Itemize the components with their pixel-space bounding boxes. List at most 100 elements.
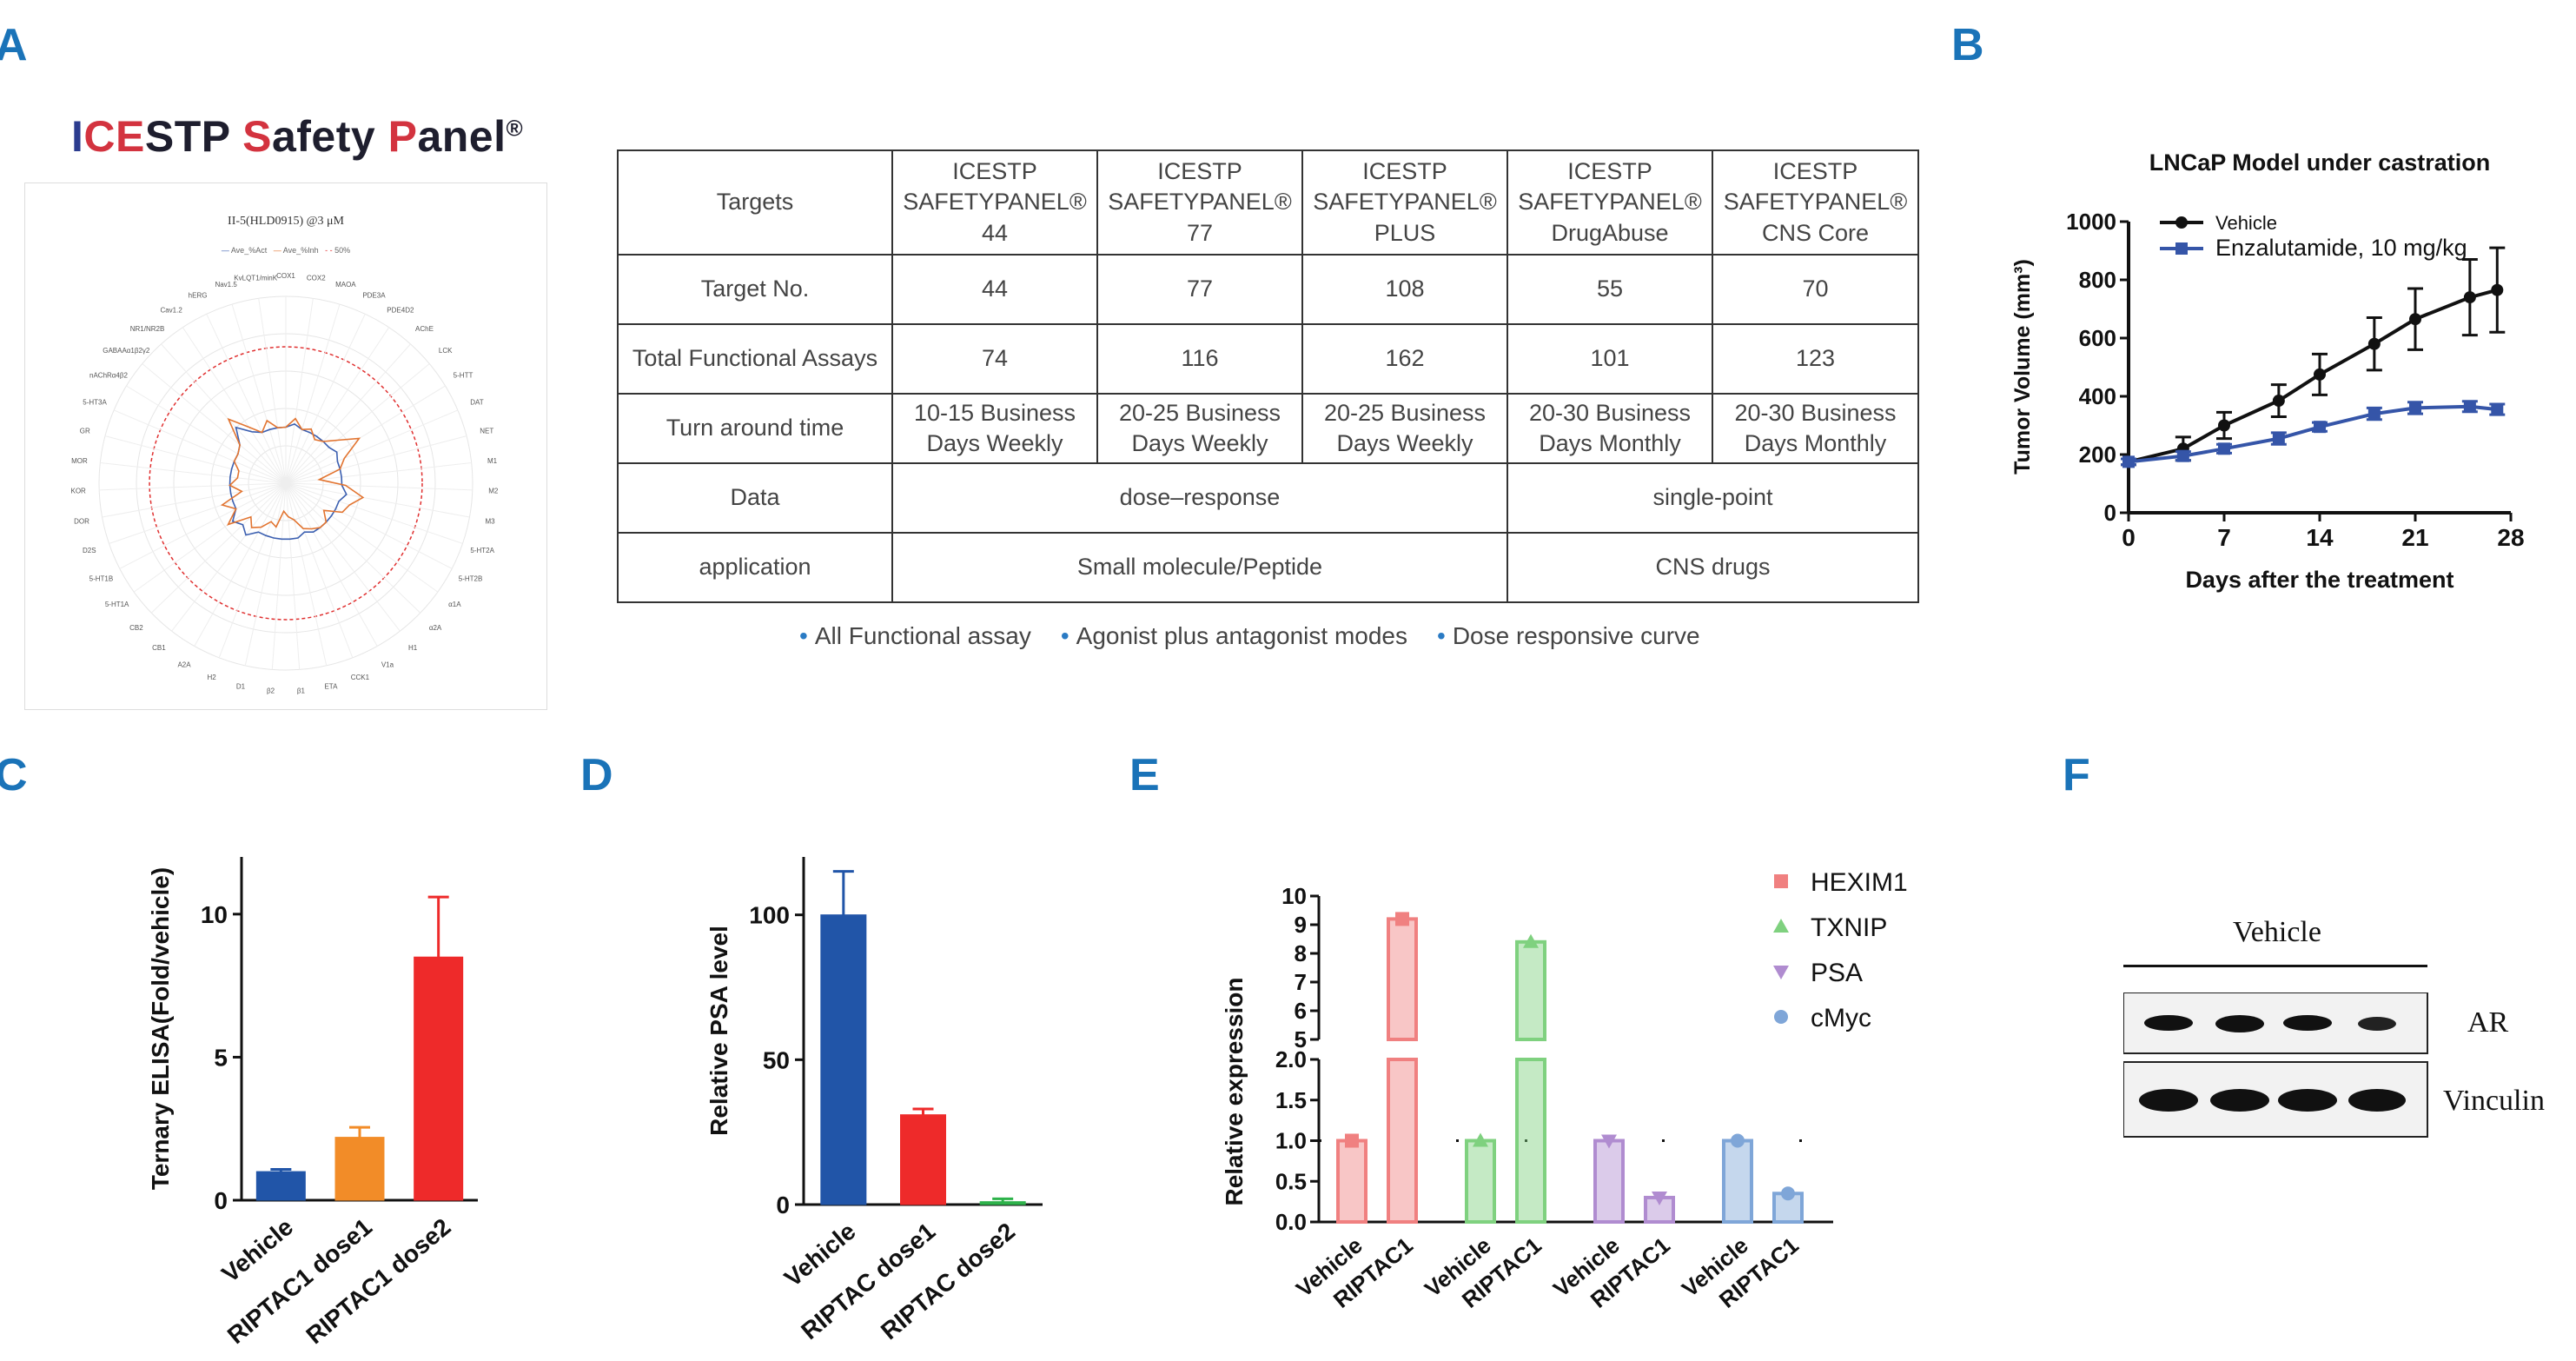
chart-e-y-tick-label: 2.0 bbox=[1275, 1046, 1307, 1072]
chart-e-point bbox=[1652, 1191, 1667, 1205]
chart-b-point bbox=[2218, 442, 2230, 455]
chart-e-bar bbox=[1593, 1139, 1625, 1224]
chart-b-legend-label: Enzalutamide, 10 mg/kg bbox=[2215, 235, 2467, 261]
chart-c-bar bbox=[334, 1137, 385, 1201]
table-cell: 20-30 Business Days Monthly bbox=[1507, 393, 1713, 464]
chart-b-point bbox=[2409, 402, 2421, 415]
chart-e-y-label: Relative expression bbox=[1221, 977, 1248, 1205]
chart-b-legend-marker bbox=[2175, 242, 2188, 255]
chart-b-title: LNCaP Model under castration bbox=[2149, 149, 2491, 176]
radar-axis-label: β2 bbox=[267, 687, 275, 694]
title-part-ce: CE bbox=[83, 112, 145, 161]
radar-axis-label: PDE3A bbox=[362, 292, 386, 300]
table-cell: 101 bbox=[1507, 323, 1713, 395]
chart-e-y-tick-label: 7 bbox=[1295, 969, 1307, 995]
table-cell: 10-15 Business Days Weekly bbox=[891, 393, 1098, 464]
table-row-turnaround: Turn around time 10-15 Business Days Wee… bbox=[617, 393, 1919, 464]
radar-axis-label: Nav1.5 bbox=[215, 281, 237, 289]
chart-c-y-tick-label: 0 bbox=[214, 1187, 228, 1214]
chart-e-relative-expression: 0.0 0.5 1.0 1.5 2.056 7 89 10 Relative expressio… bbox=[1221, 868, 1908, 1313]
radar-axis-label: A2A bbox=[177, 661, 191, 668]
chart-d-x-tick-label: RIPTAC dose2 bbox=[876, 1218, 1020, 1344]
radar-legend-inh: Ave_%Inh bbox=[282, 246, 319, 255]
bullet-item: • All Functional assay bbox=[799, 622, 1031, 649]
table-cell: 20-25 Business Days Weekly bbox=[1096, 393, 1303, 464]
radar-spoke bbox=[285, 303, 341, 484]
radar-spoke bbox=[99, 482, 287, 491]
chart-b-y-label: Tumor Volume (mm³) bbox=[2010, 259, 2035, 475]
radar-axis-label: H1 bbox=[408, 644, 418, 652]
table-cell: Data bbox=[617, 462, 893, 534]
chart-e-bar bbox=[1387, 917, 1418, 1042]
chart-e-y-tick-label: 5 bbox=[1295, 1026, 1307, 1052]
radar-axis-label: COX1 bbox=[276, 272, 295, 280]
panel-label-c: C bbox=[0, 750, 28, 800]
chart-b-point bbox=[2314, 368, 2326, 381]
radar-axis-label: M3 bbox=[485, 517, 495, 525]
radar-spoke bbox=[285, 298, 314, 484]
table-cell: 116 bbox=[1096, 323, 1303, 395]
panel-label-a: A bbox=[0, 20, 28, 70]
chart-b-point bbox=[2367, 408, 2381, 421]
radar-spoke bbox=[244, 482, 287, 666]
chart-e-bar bbox=[1722, 1139, 1753, 1224]
table-cell: 108 bbox=[1301, 254, 1508, 325]
chart-e-legend-marker bbox=[1774, 874, 1788, 888]
radar-spoke bbox=[258, 298, 287, 484]
table-cell: Turn around time bbox=[617, 393, 893, 464]
radar-axis-label: α1A bbox=[448, 601, 461, 608]
radar-spoke bbox=[285, 482, 470, 518]
radar-axis-label: MOR bbox=[71, 457, 88, 465]
bullet-item: • Dose responsive curve bbox=[1437, 622, 1700, 649]
radar-spoke bbox=[113, 409, 287, 484]
chart-b-y-tick-label: 0 bbox=[2104, 500, 2116, 526]
radar-spoke bbox=[142, 363, 287, 484]
radar-spoke bbox=[285, 482, 421, 614]
chart-b-x-tick-label: 14 bbox=[2306, 524, 2334, 551]
radar-axis-label: 5-HT3A bbox=[83, 399, 107, 407]
table-header-cell: ICESTP SAFETYPANEL® PLUS bbox=[1301, 149, 1508, 256]
radar-spoke bbox=[285, 327, 390, 484]
radar-spoke bbox=[231, 303, 287, 484]
title-registered-mark: ® bbox=[506, 115, 524, 142]
table-header-cell: ICESTP SAFETYPANEL® 44 bbox=[891, 149, 1098, 256]
chart-b-x-tick-label: 7 bbox=[2217, 524, 2231, 551]
table-cell: dose–response bbox=[891, 462, 1508, 534]
chart-e-point bbox=[1523, 933, 1539, 948]
chart-c-bar bbox=[414, 956, 464, 1201]
radar-axis-label: M1 bbox=[487, 457, 498, 465]
panel-label-e: E bbox=[1129, 750, 1160, 800]
chart-e-legend-label: HEXIM1 bbox=[1811, 868, 1908, 897]
chart-e-legend-label: cMyc bbox=[1811, 1004, 1871, 1032]
chart-b-point bbox=[2272, 395, 2285, 408]
radar-axis-label: 5-HT2A bbox=[470, 547, 494, 554]
radar-axis-label: PDE4D2 bbox=[387, 307, 414, 315]
radar-title: II-5(HLD0915) @3 μM bbox=[228, 215, 344, 228]
chart-e-y-tick-label: 0.5 bbox=[1275, 1168, 1307, 1194]
radar-axis-label: Cav1.2 bbox=[160, 307, 182, 315]
western-blot-panel: Vehicle AR Vinculin bbox=[2120, 904, 2572, 1165]
radar-axis-label: H2 bbox=[208, 674, 217, 681]
radar-axis-label: D2S bbox=[83, 547, 96, 554]
radar-axis-label: 5-HT1B bbox=[89, 574, 114, 582]
wb-header-line bbox=[2123, 965, 2427, 967]
chart-b-y-tick-label: 800 bbox=[2079, 267, 2116, 293]
chart-e-point bbox=[1345, 1133, 1359, 1148]
chart-e-y-tick-label: 8 bbox=[1295, 940, 1307, 966]
radar-axis-label: GABAAα1β2γ2 bbox=[103, 347, 150, 355]
radar-axis-label: β1 bbox=[297, 687, 306, 694]
radar-axis-label: GR bbox=[80, 428, 90, 435]
chart-b-y-tick-label: 600 bbox=[2079, 325, 2116, 351]
radar-chart-box: II-5(HLD0915) @3 μM — Ave_%Act — Ave_%In… bbox=[24, 183, 547, 710]
radar-axis-label: NR1/NR2B bbox=[130, 325, 165, 333]
chart-b-point bbox=[2176, 449, 2189, 462]
radar-spoke bbox=[285, 482, 463, 544]
table-header-cell: Targets bbox=[617, 149, 893, 256]
panel-label-d: D bbox=[580, 750, 613, 800]
chart-b-x-tick-label: 28 bbox=[2497, 524, 2524, 551]
chart-e-bar-lower-part bbox=[1515, 1058, 1546, 1224]
wb-band-label-ar: AR bbox=[2467, 1006, 2509, 1039]
table-row-data: Data dose–response single-point bbox=[617, 462, 1919, 534]
